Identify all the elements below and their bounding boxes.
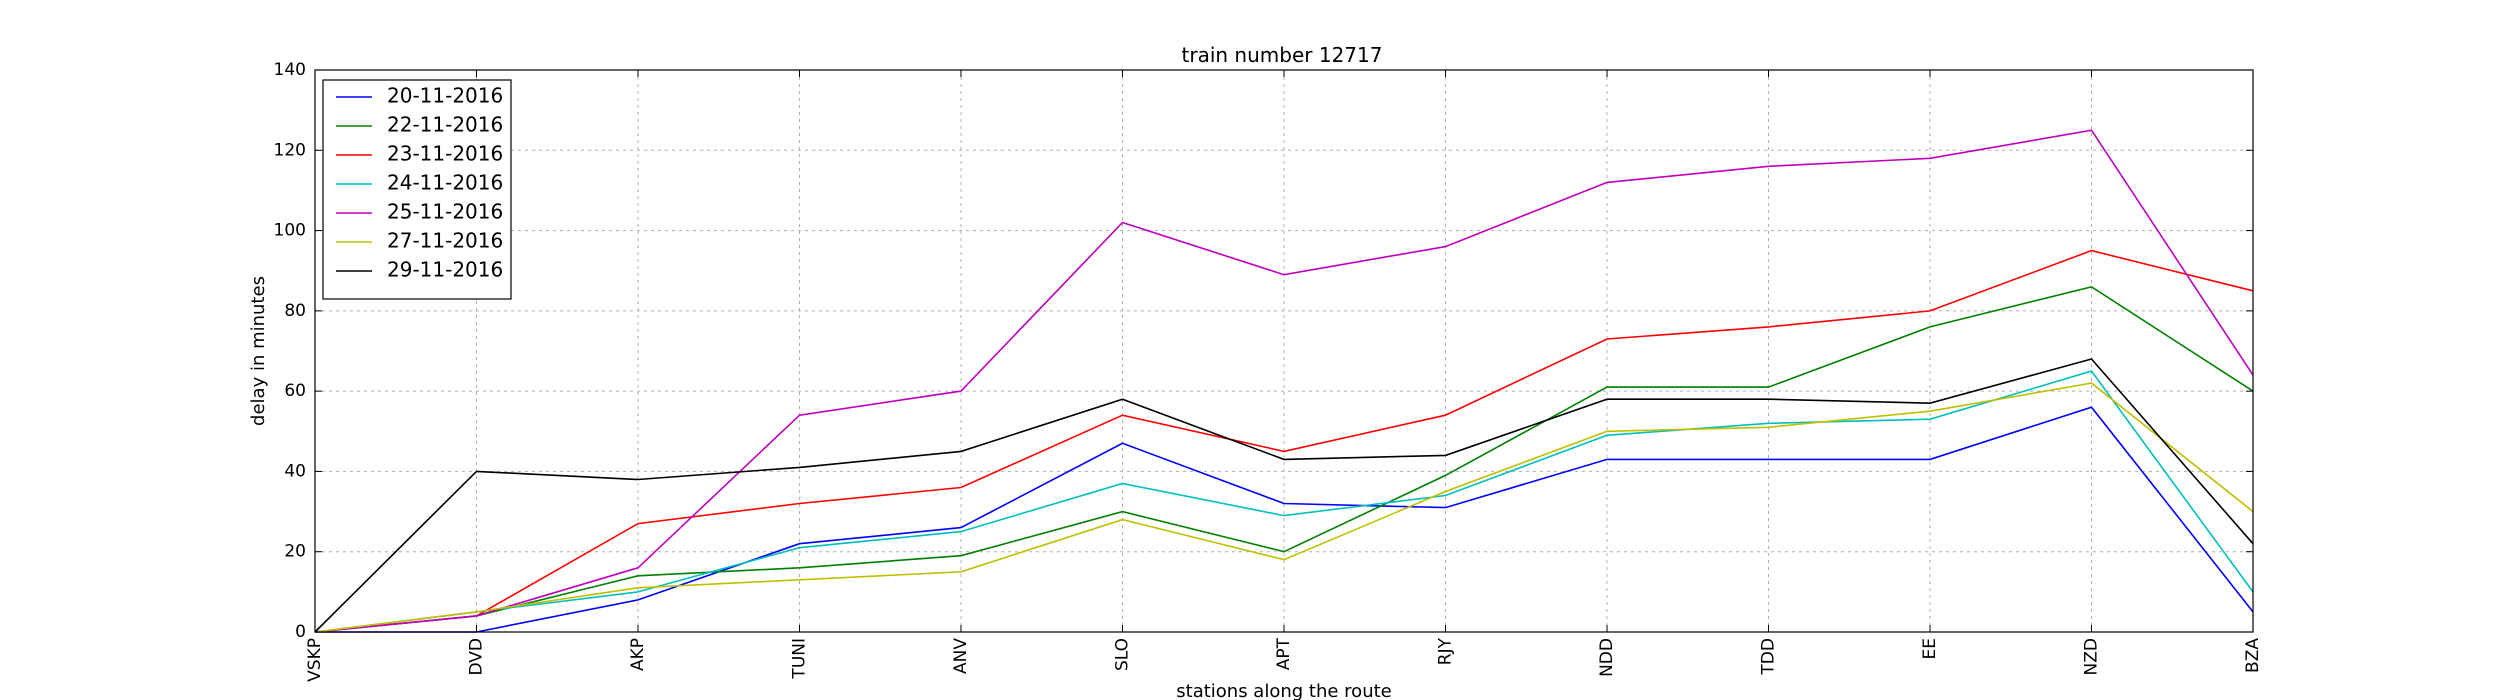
legend-label: 29-11-2016 xyxy=(387,258,503,282)
x-tick-label: EE xyxy=(1920,638,1940,659)
series-line-24-11-2016 xyxy=(314,370,2254,633)
series-lines xyxy=(314,129,2254,633)
series-line-27-11-2016 xyxy=(314,382,2254,633)
y-tick-label: 140 xyxy=(274,60,306,80)
series-line-25-11-2016 xyxy=(314,129,2254,633)
series-line-23-11-2016 xyxy=(314,249,2254,633)
x-axis: VSKP DVD AKP TUNI ANV SLO APT RJY NDD TDD EE NZD BZA xyxy=(305,70,2263,682)
legend-label: 25-11-2016 xyxy=(387,200,503,224)
series-line-29-11-2016 xyxy=(314,358,2254,633)
y-tick-label: 40 xyxy=(284,461,306,481)
x-tick-label: SLO xyxy=(1113,638,1133,671)
x-tick-label: DVD xyxy=(467,638,487,676)
legend-label: 24-11-2016 xyxy=(387,171,503,195)
legend-box xyxy=(322,79,512,300)
x-tick-label: BZA xyxy=(2243,638,2263,673)
legend-label: 23-11-2016 xyxy=(387,142,503,166)
y-tick-label: 0 xyxy=(295,622,306,642)
x-axis-label: stations along the route xyxy=(1176,681,1391,700)
y-axis: 0 20 40 60 80 100 120 140 xyxy=(274,60,2253,642)
x-tick-label: TDD xyxy=(1759,638,1779,676)
x-tick-label: VSKP xyxy=(305,638,325,682)
legend-label: 22-11-2016 xyxy=(387,113,503,137)
series-line-22-11-2016 xyxy=(314,285,2254,633)
y-tick-label: 120 xyxy=(274,140,306,160)
x-tick-label: RJY xyxy=(1436,637,1456,665)
series-line-20-11-2016 xyxy=(315,406,2254,633)
y-tick-label: 100 xyxy=(274,221,306,241)
x-tick-label: NZD xyxy=(2082,638,2102,675)
grid xyxy=(314,69,2254,633)
y-axis-label: delay in minutes xyxy=(248,276,269,426)
x-tick-label: NDD xyxy=(1597,638,1617,677)
x-tick-label: APT xyxy=(1274,637,1294,670)
legend-label: 20-11-2016 xyxy=(387,84,503,108)
y-tick-label: 80 xyxy=(284,301,306,321)
chart-title: train number 12717 xyxy=(1182,43,1383,67)
x-tick-label: TUNI xyxy=(790,638,810,680)
x-tick-label: ANV xyxy=(951,638,971,674)
y-tick-label: 60 xyxy=(284,381,306,401)
y-tick-label: 20 xyxy=(284,542,306,562)
legend: 20-11-2016 22-11-2016 23-11-2016 24-11-2016… xyxy=(322,79,512,300)
x-tick-label: AKP xyxy=(628,638,648,671)
legend-label: 27-11-2016 xyxy=(387,229,503,253)
